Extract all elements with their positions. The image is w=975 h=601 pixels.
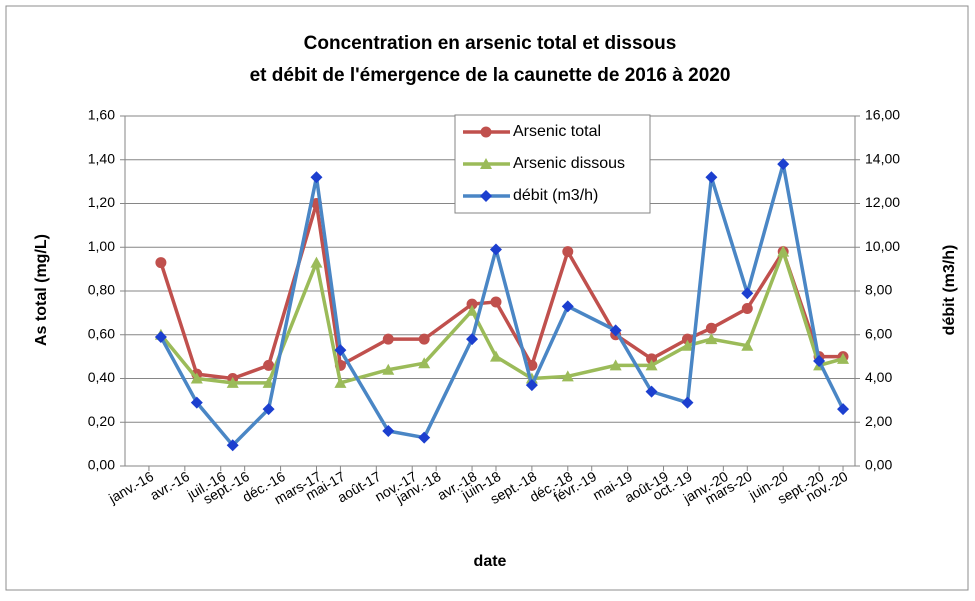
data-point xyxy=(310,171,323,184)
data-point xyxy=(813,355,826,367)
y-axis-label: As total (mg/L) xyxy=(33,234,50,346)
y2-axis-label: débit (m3/h) xyxy=(941,245,958,336)
data-point xyxy=(705,171,718,184)
y2-tick-label: 12,00 xyxy=(865,194,900,210)
data-point xyxy=(777,158,790,171)
y-tick-label: 0,20 xyxy=(88,413,115,429)
data-point xyxy=(310,256,323,268)
y-tick-label: 0,40 xyxy=(88,369,115,385)
data-point xyxy=(155,257,167,269)
data-point xyxy=(705,333,718,345)
series-line xyxy=(159,162,845,447)
chart-title: Concentration en arsenic total et dissou… xyxy=(304,33,677,54)
data-point xyxy=(154,330,167,343)
data-point xyxy=(466,333,479,346)
y-tick-label: 0,00 xyxy=(88,457,115,473)
data-point xyxy=(525,379,538,392)
y-tick-label: 0,80 xyxy=(88,282,115,298)
legend-label: Arsenic total xyxy=(513,123,601,140)
data-point xyxy=(705,322,717,334)
data-point xyxy=(263,359,275,371)
x-axis-label: date xyxy=(474,553,507,570)
data-point xyxy=(262,376,275,388)
data-point xyxy=(489,243,502,256)
chart-title: et débit de l'émergence de la caunette d… xyxy=(250,65,731,86)
data-point xyxy=(741,287,754,300)
data-point xyxy=(562,246,574,258)
y2-tick-label: 6,00 xyxy=(865,325,892,341)
data-point xyxy=(418,357,431,369)
data-point xyxy=(681,396,694,409)
data-point xyxy=(418,431,431,444)
y2-tick-label: 16,00 xyxy=(865,107,900,123)
data-point xyxy=(226,376,239,388)
data-point xyxy=(681,339,694,351)
data-point xyxy=(777,245,790,257)
y-tick-label: 0,60 xyxy=(88,325,115,341)
data-point xyxy=(382,425,395,437)
chart-frame xyxy=(5,5,969,591)
data-point xyxy=(741,339,754,351)
data-point xyxy=(334,344,347,357)
data-point xyxy=(226,439,239,452)
data-point xyxy=(418,333,430,345)
y2-tick-label: 2,00 xyxy=(865,413,892,429)
data-point xyxy=(561,300,574,313)
data-point xyxy=(480,126,492,138)
data-point xyxy=(645,359,658,371)
data-point xyxy=(382,333,394,345)
y2-tick-label: 4,00 xyxy=(865,369,892,385)
data-point xyxy=(262,403,275,416)
legend-label: débit (m3/h) xyxy=(513,187,598,204)
data-point xyxy=(837,352,850,364)
legend-label: Arsenic dissous xyxy=(513,155,625,172)
data-point xyxy=(489,350,502,362)
y2-tick-label: 0,00 xyxy=(865,457,892,473)
data-point xyxy=(382,363,395,375)
data-point xyxy=(190,396,203,409)
y2-tick-label: 10,00 xyxy=(865,238,900,254)
y-tick-label: 1,60 xyxy=(88,107,115,123)
y-tick-label: 1,40 xyxy=(88,150,115,166)
data-point xyxy=(334,376,347,388)
data-point xyxy=(561,370,574,382)
data-point xyxy=(609,324,622,337)
data-point xyxy=(645,385,658,398)
series-line xyxy=(159,201,844,381)
data-point xyxy=(837,403,850,416)
data-point xyxy=(190,372,203,384)
data-point xyxy=(741,303,753,314)
data-point xyxy=(480,158,492,169)
data-point xyxy=(480,190,492,202)
y-tick-label: 1,20 xyxy=(88,194,115,210)
y2-tick-label: 8,00 xyxy=(865,282,892,298)
y-tick-label: 1,00 xyxy=(88,238,115,254)
y2-tick-label: 14,00 xyxy=(865,150,900,166)
data-point xyxy=(466,304,479,316)
data-point xyxy=(490,296,502,308)
data-point xyxy=(609,359,622,371)
